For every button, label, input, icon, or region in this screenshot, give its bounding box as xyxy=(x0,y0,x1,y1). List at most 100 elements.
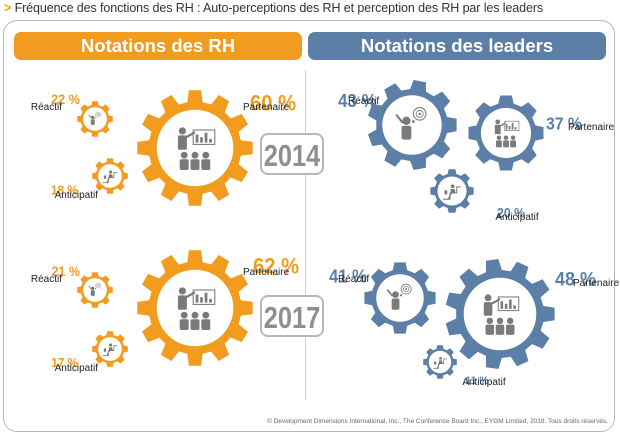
audience-body-icon xyxy=(190,319,200,331)
presenter-head-icon xyxy=(495,119,501,125)
gear-hub xyxy=(83,107,107,131)
year-box xyxy=(260,133,324,175)
category-label: Partenaire xyxy=(573,278,620,289)
audience-head-icon xyxy=(180,311,188,319)
gear-leaders-2014-2: 20 %Anticipatif xyxy=(430,169,539,223)
year-label: 2014 xyxy=(264,139,321,174)
audience-body-icon xyxy=(201,159,211,171)
person-body-icon xyxy=(401,125,412,140)
year-badge-2017: 2017 xyxy=(260,295,324,337)
value-label: 21 % xyxy=(51,263,80,279)
climber-body-icon xyxy=(450,188,456,194)
briefcase-icon xyxy=(103,348,107,352)
person-body-icon xyxy=(90,119,95,125)
climber-body-icon xyxy=(108,347,113,351)
person-body-icon xyxy=(391,298,400,310)
category-label: Réactif xyxy=(338,274,369,285)
gear-hub xyxy=(382,95,442,155)
board-bar xyxy=(204,132,208,143)
category-label: Réactif xyxy=(31,274,62,285)
gear-hub xyxy=(83,278,107,302)
gear-leaders-2014-0: 43 %Réactif xyxy=(338,80,457,170)
category-label: Anticipatif xyxy=(55,190,99,201)
value-label: 22 % xyxy=(51,92,80,108)
board-bar xyxy=(513,305,516,309)
banner-leader-ratings: Notations des leaders xyxy=(308,32,606,60)
value-label: 62 % xyxy=(253,255,299,279)
gear-leaders-2017-2: 11 %Anticipatif xyxy=(423,345,506,388)
climber-head-icon xyxy=(109,170,113,174)
person-head-icon xyxy=(91,115,95,119)
audience-head-icon xyxy=(202,151,210,159)
pointer-arm-icon xyxy=(184,131,196,139)
climber-leg-icon xyxy=(106,350,110,356)
gear-rh-2017-1: 62 %Partenaire xyxy=(137,250,299,366)
copyright-footer: © Development Dimensions International, … xyxy=(267,418,608,425)
gear-rh-2014-0: 22 %Réactif xyxy=(31,92,113,137)
audience-head-icon xyxy=(496,317,504,325)
briefcase-icon xyxy=(444,190,448,195)
value-label: 43 % xyxy=(338,90,377,111)
gear-leaders-2014-1: 37 %Partenaire xyxy=(468,95,615,171)
audience-head-icon xyxy=(510,135,516,140)
presenter-body-icon xyxy=(483,302,493,316)
category-label: Anticipatif xyxy=(55,363,99,374)
year-box xyxy=(260,295,324,337)
value-label: 18 % xyxy=(51,183,78,198)
audience-head-icon xyxy=(486,317,494,325)
bubble-dot-icon xyxy=(412,120,415,123)
board-bar xyxy=(500,301,504,309)
gear-hub xyxy=(480,107,532,159)
audience-body-icon xyxy=(179,159,189,171)
target-ring-icon xyxy=(415,109,424,118)
audience-body-icon xyxy=(179,319,189,331)
climber-head-icon xyxy=(439,356,442,360)
raised-arm-icon xyxy=(88,285,92,290)
board-bar xyxy=(200,137,203,143)
raised-arm-icon xyxy=(395,114,404,124)
category-label: Anticipatif xyxy=(462,377,506,388)
target-ring-icon xyxy=(96,283,100,288)
audience-head-icon xyxy=(496,135,502,140)
gear-hub xyxy=(376,274,424,322)
panel-rh-2014: 22 %Réactif 60 %Partenaire 18 %Anticipatif xyxy=(31,90,296,206)
target-center-icon xyxy=(97,114,99,116)
gear-hub xyxy=(156,269,234,347)
gear-leaders-2017-0: 41 %Réactif xyxy=(329,262,436,334)
category-label: Partenaire xyxy=(243,267,290,278)
value-label: 17 % xyxy=(51,356,78,371)
audience-head-icon xyxy=(503,135,509,140)
pointer-arm-icon xyxy=(499,122,507,127)
audience-body-icon xyxy=(495,140,502,148)
bubble-dot-icon xyxy=(95,117,97,119)
value-label: 20 % xyxy=(497,205,526,221)
audience-body-icon xyxy=(485,324,495,335)
category-label: Anticipatif xyxy=(495,212,539,223)
bubble-dot-icon xyxy=(95,288,97,290)
board-bar xyxy=(209,139,212,143)
board-bar xyxy=(505,124,508,130)
gear-hub xyxy=(463,277,537,351)
gear-rh-2014-1: 60 %Partenaire xyxy=(137,90,296,206)
gear-rh-2017-0: 21 %Réactif xyxy=(31,263,113,308)
person-body-icon xyxy=(90,290,95,296)
target-ring-icon xyxy=(96,112,100,117)
pointer-arm-icon xyxy=(184,291,196,299)
climber-body-icon xyxy=(438,360,443,364)
climber-head-icon xyxy=(450,184,455,189)
board-bar xyxy=(195,294,199,303)
category-label: Réactif xyxy=(348,96,379,107)
year-badge-2014: 2014 xyxy=(260,133,324,175)
gear-rh-2017-2: 17 %Anticipatif xyxy=(51,331,128,374)
briefcase-icon xyxy=(103,175,107,179)
category-label: Partenaire xyxy=(568,122,615,133)
presenter-body-icon xyxy=(177,295,187,310)
value-label: 60 % xyxy=(250,92,296,116)
gear-leaders-2017-1: 48 %Partenaire xyxy=(445,259,620,369)
pointer-arm-icon xyxy=(490,298,501,305)
presenter-head-icon xyxy=(178,127,187,135)
audience-body-icon xyxy=(503,140,509,148)
board-bar xyxy=(209,299,212,303)
